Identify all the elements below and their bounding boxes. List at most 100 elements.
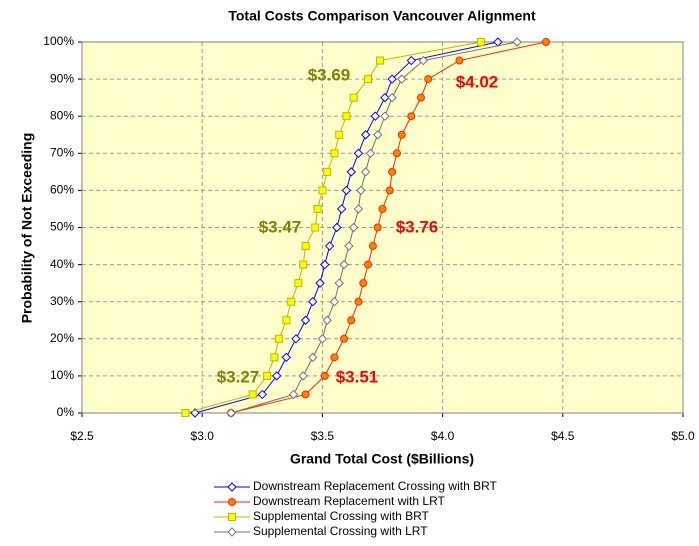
plot-border (81, 41, 684, 414)
annotation: $3.27 (217, 367, 260, 386)
marker (354, 297, 363, 306)
marker (365, 148, 376, 159)
marker (512, 37, 522, 47)
y-axis-title: Probability of Not Exceeding (19, 133, 35, 324)
y-tick-label: 20% (50, 331, 74, 345)
marker (360, 167, 371, 177)
marker (320, 259, 330, 270)
annotation: $3.47 (259, 217, 302, 236)
marker (370, 111, 380, 121)
marker (329, 296, 340, 307)
marker (380, 92, 390, 103)
marker (322, 315, 332, 325)
marker (341, 185, 352, 196)
marker (360, 130, 371, 140)
x-tick-label: $2.5 (70, 429, 94, 443)
x-tick-label: $3.0 (191, 429, 215, 443)
marker (228, 498, 236, 506)
marker (376, 56, 385, 65)
marker (318, 186, 327, 195)
y-tick-label: 80% (50, 108, 74, 122)
annotation: $4.02 (456, 72, 499, 91)
marker (348, 222, 359, 233)
marker (541, 38, 550, 46)
annotation: $3.51 (336, 367, 379, 386)
marker (270, 353, 279, 362)
marker (336, 204, 347, 214)
marker (477, 38, 486, 46)
marker (287, 297, 296, 306)
marker (416, 93, 425, 102)
marker (332, 222, 342, 233)
x-tick-label: $4.0 (431, 429, 455, 443)
marker (317, 334, 328, 344)
marker (385, 186, 394, 195)
marker (418, 55, 429, 66)
marker (263, 371, 272, 380)
annotation: $3.69 (308, 65, 351, 84)
x-tick-label: $5.0 (671, 429, 695, 443)
marker (227, 527, 237, 537)
legend-label: Downstream Replacement with LRT (253, 494, 446, 508)
marker (353, 148, 364, 159)
marker (291, 334, 301, 344)
marker (288, 389, 299, 400)
marker (347, 316, 356, 325)
marker (364, 75, 373, 84)
marker (330, 149, 339, 158)
marker (257, 389, 268, 400)
legend-label: Supplemental Crossing with BRT (253, 509, 430, 523)
marker (313, 204, 322, 213)
x-tick-label: $3.5 (311, 429, 335, 443)
marker (356, 185, 366, 196)
marker (275, 334, 284, 343)
marker (387, 74, 397, 84)
y-tick-label: 70% (50, 145, 74, 159)
marker (378, 204, 387, 213)
marker (324, 241, 335, 251)
marker (353, 204, 364, 214)
marker (299, 260, 308, 269)
marker (340, 334, 349, 343)
marker (248, 390, 257, 399)
marker (301, 390, 310, 399)
legend-label: Downstream Replacement Crossing with BRT (253, 479, 498, 493)
marker (330, 353, 339, 362)
marker (344, 241, 354, 251)
y-tick-label: 30% (50, 294, 74, 308)
marker (349, 93, 358, 102)
marker (308, 296, 318, 307)
marker (407, 112, 416, 121)
marker (342, 112, 351, 121)
marker (387, 92, 397, 103)
marker (226, 408, 236, 418)
marker (380, 111, 390, 121)
marker (388, 167, 397, 176)
marker (397, 130, 406, 139)
y-tick-label: 90% (50, 71, 74, 85)
y-tick-label: 10% (50, 368, 74, 382)
x-axis-title: Grand Total Cost ($Billions) (290, 451, 474, 467)
marker (181, 409, 190, 417)
marker (373, 223, 382, 232)
marker (300, 315, 311, 325)
marker (368, 242, 377, 251)
chart-title: Total Costs Comparison Vancouver Alignme… (228, 8, 536, 24)
marker (315, 278, 325, 288)
legend-label: Supplemental Crossing with LRT (253, 524, 428, 538)
marker (335, 130, 344, 139)
marker (372, 130, 383, 140)
marker (359, 279, 368, 288)
marker (308, 352, 318, 363)
marker (455, 56, 464, 65)
marker (294, 279, 303, 288)
marker (320, 371, 329, 380)
marker (424, 75, 433, 84)
marker (364, 260, 373, 269)
y-tick-label: 100% (43, 34, 74, 48)
marker (334, 278, 344, 288)
marker (281, 352, 292, 363)
marker (392, 149, 401, 158)
marker (397, 74, 407, 84)
